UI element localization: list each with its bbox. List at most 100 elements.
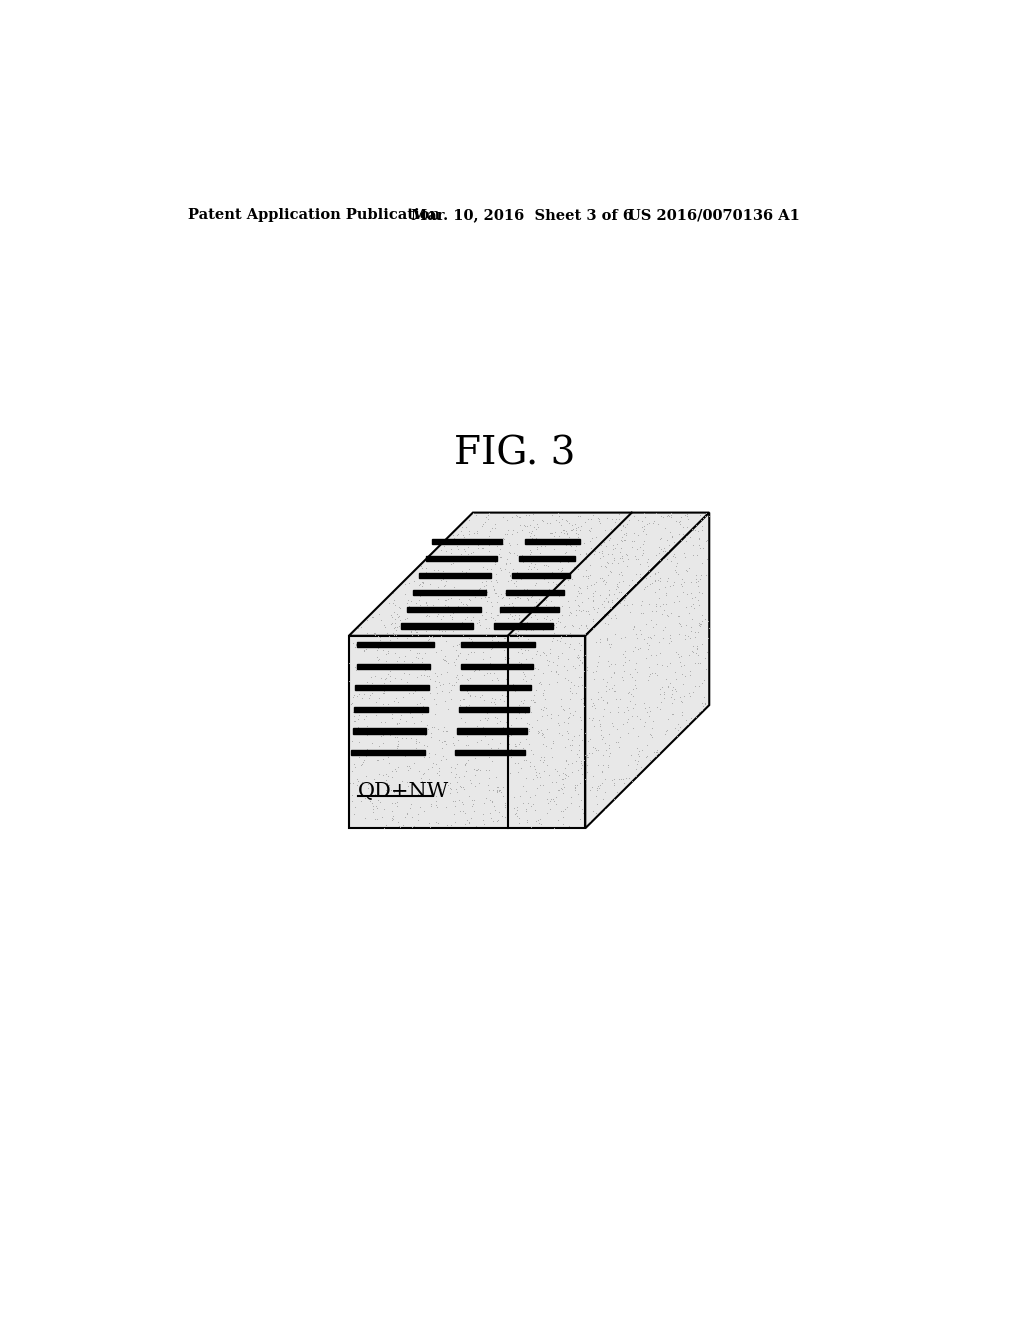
Point <box>522 755 539 776</box>
Point <box>365 799 381 820</box>
Point <box>566 548 583 569</box>
Point <box>526 595 543 616</box>
Point <box>550 607 566 628</box>
Point <box>570 734 587 755</box>
Point <box>438 796 455 817</box>
Point <box>561 706 578 727</box>
Point <box>488 810 505 832</box>
Point <box>621 700 637 721</box>
Point <box>444 550 461 572</box>
Bar <box>414 590 486 595</box>
Point <box>455 593 471 614</box>
Point <box>563 672 580 693</box>
Point <box>367 623 383 644</box>
Point <box>536 697 552 718</box>
Point <box>551 764 567 785</box>
Point <box>483 606 500 627</box>
Point <box>523 579 540 601</box>
Point <box>500 635 516 656</box>
Point <box>525 684 542 705</box>
Point <box>595 755 611 776</box>
Point <box>585 590 601 611</box>
Point <box>611 582 628 603</box>
Point <box>612 529 629 550</box>
Point <box>517 729 534 750</box>
Point <box>513 638 529 659</box>
Point <box>628 759 644 780</box>
Point <box>457 609 473 630</box>
Point <box>590 597 606 618</box>
Point <box>674 701 690 722</box>
Point <box>651 549 668 570</box>
Point <box>478 624 495 645</box>
Point <box>591 510 607 531</box>
Point <box>578 560 594 581</box>
Point <box>504 593 520 614</box>
Point <box>635 715 651 737</box>
Point <box>348 635 365 656</box>
Point <box>460 734 476 755</box>
Point <box>381 774 397 795</box>
Point <box>668 511 684 532</box>
Point <box>525 793 542 814</box>
Point <box>676 543 692 564</box>
Point <box>401 756 418 777</box>
Point <box>466 562 482 583</box>
Point <box>425 717 441 738</box>
Point <box>472 686 488 708</box>
Point <box>468 814 484 836</box>
Point <box>507 804 523 825</box>
Point <box>487 618 504 639</box>
Point <box>522 606 539 627</box>
Point <box>389 756 406 777</box>
Point <box>618 768 635 789</box>
Point <box>416 676 432 697</box>
Point <box>472 587 488 609</box>
Point <box>510 752 526 774</box>
Point <box>567 519 584 540</box>
Point <box>430 813 446 834</box>
Point <box>538 612 554 634</box>
Point <box>650 578 667 599</box>
Point <box>698 503 715 524</box>
Point <box>355 684 372 705</box>
Point <box>508 506 524 527</box>
Point <box>497 807 513 828</box>
Point <box>546 817 562 838</box>
Point <box>615 529 632 550</box>
Point <box>657 593 674 614</box>
Point <box>528 513 545 535</box>
Point <box>536 607 552 628</box>
Text: US 2016/0070136 A1: US 2016/0070136 A1 <box>628 209 800 223</box>
Point <box>420 718 436 739</box>
Point <box>538 595 554 616</box>
Point <box>550 610 566 631</box>
Point <box>527 527 544 548</box>
Point <box>537 688 553 709</box>
Point <box>608 718 625 739</box>
Point <box>518 750 535 771</box>
Point <box>493 602 509 623</box>
Point <box>440 595 457 616</box>
Point <box>565 656 582 677</box>
Point <box>598 572 614 593</box>
Point <box>484 810 501 832</box>
Point <box>671 606 687 627</box>
Point <box>442 772 459 793</box>
Point <box>515 750 531 771</box>
Point <box>620 754 636 775</box>
Point <box>642 610 658 631</box>
Point <box>668 556 684 577</box>
Point <box>566 639 583 660</box>
Point <box>581 730 597 751</box>
Point <box>396 661 413 682</box>
Point <box>429 665 445 686</box>
Point <box>436 595 453 616</box>
Point <box>560 754 577 775</box>
Point <box>449 667 465 688</box>
Point <box>694 508 711 529</box>
Point <box>585 589 601 610</box>
Point <box>613 565 630 586</box>
Point <box>404 624 421 645</box>
Point <box>501 733 517 754</box>
